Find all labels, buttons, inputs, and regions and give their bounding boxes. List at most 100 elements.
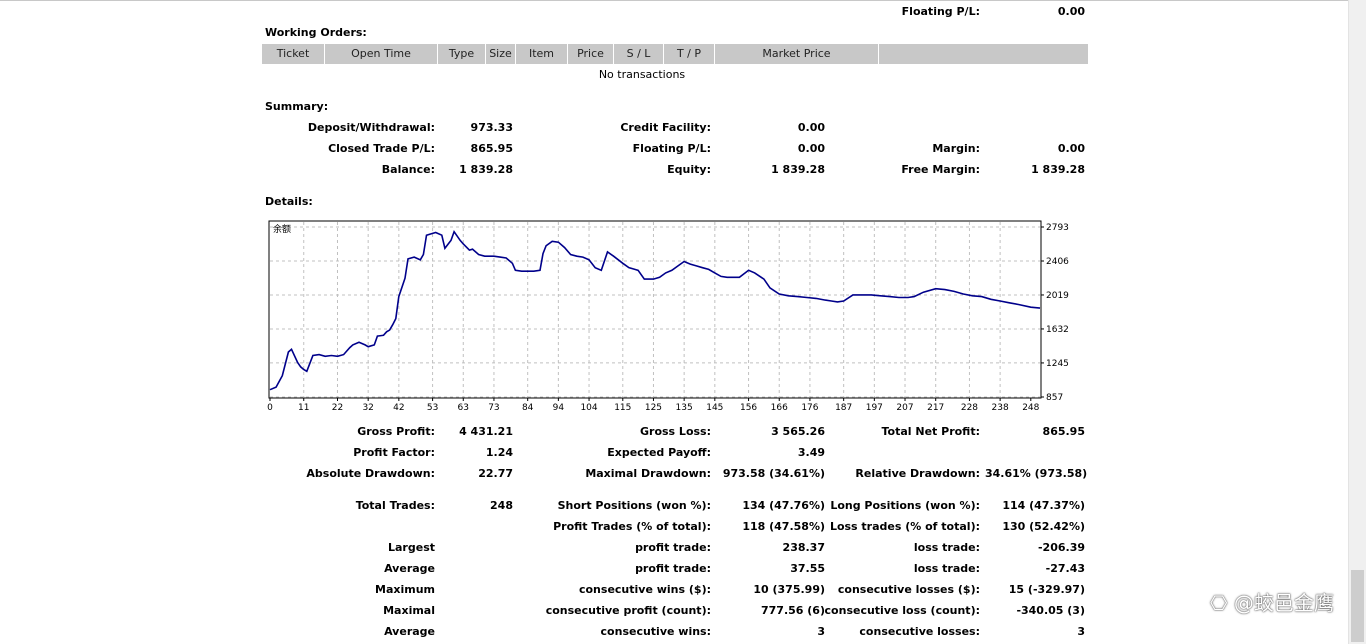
chart-y-tick-label: 1245 (1046, 359, 1069, 369)
average-loss-value: -27.43 (1045, 562, 1085, 575)
maximal-drawdown-value: 973.58 (34.61%) (722, 467, 825, 480)
maximum-label: Maximum (375, 583, 435, 596)
equity-value: 1 839.28 (771, 163, 825, 176)
relative-drawdown-label: Relative Drawdown: (855, 467, 980, 480)
chart-x-tick-label: 0 (267, 403, 273, 413)
chart-x-tick-label: 207 (896, 403, 913, 413)
chart-x-tick-label: 135 (676, 403, 693, 413)
chart-x-tick-label: 125 (645, 403, 662, 413)
expected-payoff-value: 3.49 (797, 446, 825, 459)
top-border (0, 0, 1366, 1)
col-price[interactable]: Price (568, 44, 614, 64)
margin-value: 0.00 (1057, 142, 1085, 155)
scrollbar-thumb[interactable] (1351, 570, 1364, 642)
balance-value: 1 839.28 (459, 163, 513, 176)
summary-title: Summary: (265, 100, 329, 113)
details-title: Details: (265, 195, 313, 208)
loss-trades-value: 130 (52.42%) (1002, 520, 1085, 533)
avg-cons-losses-label: consecutive losses: (859, 625, 980, 638)
max-cons-losses-value: 15 (-329.97) (1008, 583, 1085, 596)
chart-ticks: 0 11 22 32 42 53 63 73 84 94 104 115 125 135 145 156 166… (267, 223, 1069, 413)
credit-label: Credit Facility: (620, 121, 711, 134)
col-market-price[interactable]: Market Price (715, 44, 879, 64)
profit-factor-label: Profit Factor: (353, 446, 435, 459)
col-size[interactable]: Size (486, 44, 516, 64)
col-type[interactable]: Type (438, 44, 486, 64)
largest-label: Largest (388, 541, 435, 554)
col-ticket[interactable]: Ticket (262, 44, 325, 64)
average2-label: Average (384, 625, 435, 638)
margin-label: Margin: (932, 142, 980, 155)
chart-x-tick-label: 166 (771, 403, 788, 413)
chart-x-tick-label: 228 (961, 403, 978, 413)
floating-pl-top-label: Floating P/L: (901, 5, 980, 18)
no-transactions-text: No transactions (598, 68, 686, 81)
chart-x-tick-label: 32 (362, 403, 373, 413)
working-orders-title: Working Orders: (265, 26, 367, 39)
chart-plot-frame (268, 220, 1042, 399)
total-net-label: Total Net Profit: (881, 425, 981, 438)
col-item[interactable]: Item (516, 44, 568, 64)
avg-cons-losses-value: 3 (1077, 625, 1085, 638)
largest-loss-label: loss trade: (913, 541, 980, 554)
gross-profit-label: Gross Profit: (357, 425, 435, 438)
vertical-scrollbar[interactable] (1348, 0, 1366, 644)
free-margin-label: Free Margin: (901, 163, 980, 176)
short-positions-label: Short Positions (won %): (557, 499, 711, 512)
chart-x-tick-label: 42 (393, 403, 404, 413)
absolute-drawdown-label: Absolute Drawdown: (306, 467, 435, 480)
average-loss-label: loss trade: (913, 562, 980, 575)
gross-loss-value: 3 565.26 (771, 425, 825, 438)
chart-x-tick-label: 217 (927, 403, 944, 413)
floating-pl-label: Floating P/L: (632, 142, 711, 155)
total-net-value: 865.95 (1042, 425, 1085, 438)
chart-x-tick-label: 11 (298, 403, 309, 413)
chart-y-tick-label: 857 (1046, 393, 1063, 403)
total-trades-label: Total Trades: (355, 499, 435, 512)
free-margin-value: 1 839.28 (1031, 163, 1085, 176)
deposit-value: 973.33 (470, 121, 513, 134)
average-profit-value: 37.55 (790, 562, 825, 575)
absolute-drawdown-value: 22.77 (478, 467, 513, 480)
chart-x-tick-label: 115 (614, 403, 631, 413)
largest-profit-value: 238.37 (782, 541, 825, 554)
chart-x-tick-label: 22 (332, 403, 343, 413)
balance-label: Balance: (381, 163, 435, 176)
gross-loss-label: Gross Loss: (640, 425, 711, 438)
relative-drawdown-value: 34.61% (973.58) (985, 467, 1088, 480)
col-tp[interactable]: T / P (664, 44, 715, 64)
long-positions-label: Long Positions (won %): (830, 499, 980, 512)
gross-profit-value: 4 431.21 (459, 425, 513, 438)
col-sl[interactable]: S / L (614, 44, 664, 64)
chart-x-tick-label: 156 (740, 403, 757, 413)
floating-pl-value: 0.00 (797, 142, 825, 155)
chart-x-tick-label: 104 (580, 403, 597, 413)
short-positions-value: 134 (47.76%) (742, 499, 825, 512)
expected-payoff-label: Expected Payoff: (607, 446, 711, 459)
balance-chart: 0 11 22 32 42 53 63 73 84 94 104 115 125 135 145 156 166… (267, 220, 1069, 413)
largest-loss-value: -206.39 (1037, 541, 1085, 554)
max-cons-wins-value: 10 (375.99) (753, 583, 825, 596)
total-trades-value: 248 (490, 499, 513, 512)
maximal-cons-loss-value: -340.05 (3) (1016, 604, 1085, 617)
profit-trades-label: Profit Trades (% of total): (553, 520, 711, 533)
profit-factor-value: 1.24 (485, 446, 513, 459)
chart-title: 余额 (273, 223, 291, 235)
max-cons-losses-label: consecutive losses ($): (837, 583, 980, 596)
chart-x-tick-label: 176 (801, 403, 818, 413)
maximal-drawdown-label: Maximal Drawdown: (585, 467, 711, 480)
avg-cons-wins-label: consecutive wins: (600, 625, 711, 638)
maximal-cons-profit-label: consecutive profit (count): (545, 604, 711, 617)
chart-x-tick-label: 63 (458, 403, 469, 413)
chart-y-tick-label: 2406 (1046, 257, 1069, 267)
floating-pl-top-value: 0.00 (1057, 5, 1085, 18)
profit-trades-value: 118 (47.58%) (742, 520, 825, 533)
chart-x-tick-label: 197 (866, 403, 883, 413)
chart-x-tick-label: 145 (706, 403, 723, 413)
chart-x-tick-label: 238 (992, 403, 1009, 413)
avg-cons-wins-value: 3 (817, 625, 825, 638)
watermark-text: ⎔ @蛟邑金鹰 (1210, 591, 1334, 615)
chart-y-tick-label: 1632 (1046, 325, 1069, 335)
balance-series-line (269, 229, 1041, 391)
col-open-time[interactable]: Open Time (325, 44, 438, 64)
